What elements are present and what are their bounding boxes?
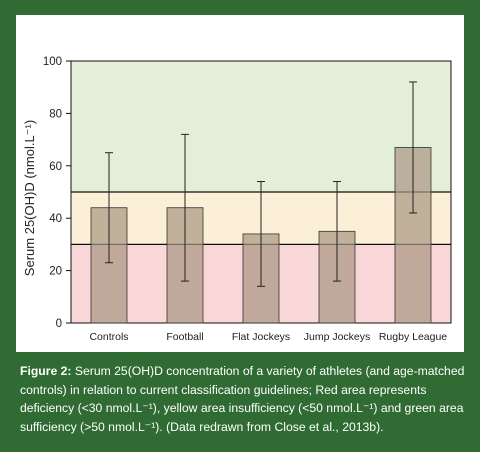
y-tick-label: 40 [49, 213, 62, 225]
bar-chart: 0 20 40 60 80 100 Controls Football Flat Jockey… [22, 56, 452, 343]
caption-label: Figure 2: [20, 364, 72, 378]
y-tick-label: 100 [43, 56, 62, 68]
y-axis-title: Serum 25(OH)D (nmol.L⁻¹) [22, 120, 37, 276]
caption-text: Serum 25(OH)D concentration of a variety… [20, 364, 465, 434]
bar-controls [90, 207, 128, 324]
y-tick-label: 20 [49, 266, 62, 278]
y-tick-label: 80 [49, 108, 62, 120]
chart-panel: 0 20 40 60 80 100 Controls Football Flat Jockey… [16, 15, 464, 352]
x-tick-label: Controls [89, 331, 128, 343]
figure-caption: Figure 2: Serum 25(OH)D concentration of… [20, 362, 466, 436]
x-tick-label: Jump Jockeys [304, 331, 371, 343]
x-tick-label: Football [166, 331, 203, 343]
y-tick-label: 60 [49, 161, 62, 173]
x-tick-label: Flat Jockeys [232, 331, 290, 343]
y-tick-label: 0 [56, 318, 62, 330]
x-tick-label: Rugby League [379, 331, 447, 343]
band-sufficiency [71, 61, 451, 192]
